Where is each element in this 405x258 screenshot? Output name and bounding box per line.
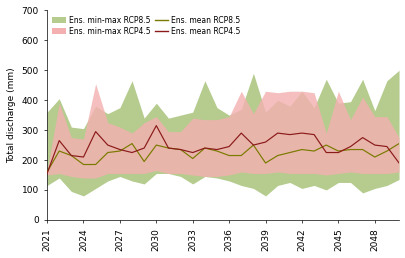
Legend: Ens. min-max RCP8.5, Ens. min-max RCP4.5, Ens. mean RCP8.5, Ens. mean RCP4.5: Ens. min-max RCP8.5, Ens. min-max RCP4.5… <box>51 14 242 37</box>
Y-axis label: Total discharge (mm): Total discharge (mm) <box>7 67 16 163</box>
